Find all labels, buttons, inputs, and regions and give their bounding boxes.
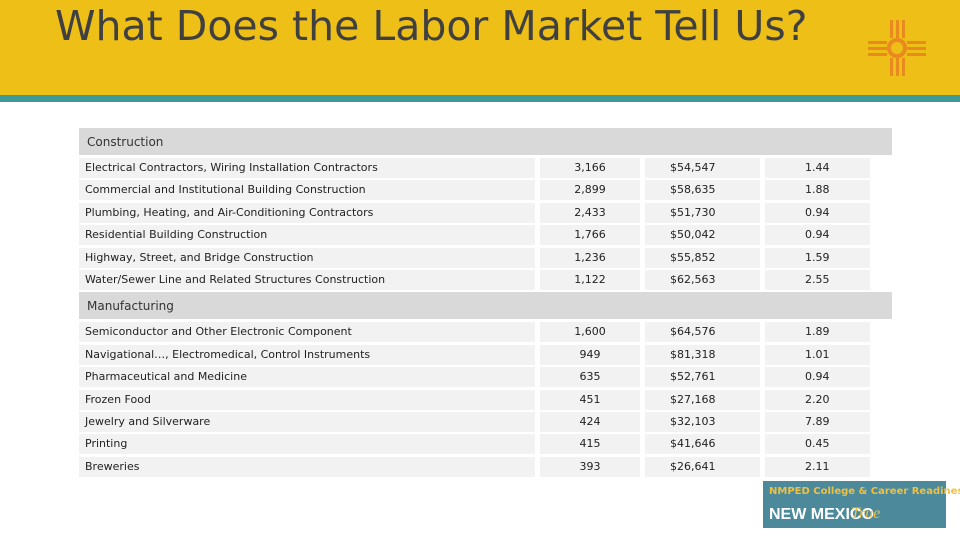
value-cell: 2,899 [540,180,640,201]
value-cell: $62,563 [645,270,760,290]
industry-cell: Pharmaceutical and Medicine [79,367,535,388]
value-cell: $51,730 [645,202,760,223]
value-cell: 0.94 [765,225,870,246]
value-cell: 1,600 [540,322,640,343]
value-cell: 0.94 [765,202,870,223]
value-cell: 3,166 [540,158,640,178]
value-cell: $27,168 [645,389,760,410]
value-cell: 2.55 [765,270,870,290]
logo: NMPED College & Career Readiness is NEW … [763,481,960,528]
value-cell: $58,635 [645,180,760,201]
value-cell: 0.45 [765,434,870,455]
value-cell: 949 [540,344,640,365]
value-cell: 0.94 [765,367,870,388]
value-cell: 635 [540,367,640,388]
logo-text: NMPED College & Career Readiness is [769,486,960,497]
value-cell: $26,641 [645,456,760,477]
value-cell: 393 [540,456,640,477]
value-cell: 415 [540,434,640,455]
value-cell: $55,852 [645,247,760,268]
value-cell: 424 [540,412,640,432]
value-cell: 1,122 [540,270,640,290]
value-cell: 1.44 [765,158,870,178]
industry-cell: Residential Building Construction [79,225,535,246]
header-rule [0,95,960,102]
value-cell: $64,576 [645,322,760,343]
value-cell: 1.88 [765,180,870,201]
value-cell: $54,547 [645,158,760,178]
value-cell: 1.59 [765,247,870,268]
value-cell: 451 [540,389,640,410]
value-cell: 1,236 [540,247,640,268]
slide-title: What Does the Labor Market Tell Us? [55,2,808,50]
value-cell: 2,433 [540,202,640,223]
industry-cell: Navigational…, Electromedical, Control I… [79,344,535,365]
value-cell: $41,646 [645,434,760,455]
industry-cell: Semiconductor and Other Electronic Compo… [79,322,535,343]
industry-cell: Commercial and Institutional Building Co… [79,180,535,201]
logo-text: NEW MEXICO [769,506,874,523]
logo-text: True [851,505,881,522]
value-cell: $50,042 [645,225,760,246]
value-cell: 7.89 [765,412,870,432]
value-cell: $52,761 [645,367,760,388]
industry-cell: Frozen Food [79,389,535,410]
industry-cell: Printing [79,434,535,455]
value-cell: 1.89 [765,322,870,343]
value-cell: $32,103 [645,412,760,432]
value-cell: 1,766 [540,225,640,246]
value-cell: 1.01 [765,344,870,365]
value-cell: $81,318 [645,344,760,365]
industry-cell: Plumbing, Heating, and Air-Conditioning … [79,202,535,223]
industry-cell: Water/Sewer Line and Related Structures … [79,270,535,290]
section-header: Manufacturing [79,292,892,320]
industry-cell: Jewelry and Silverware [79,412,535,432]
industry-cell: Highway, Street, and Bridge Construction [79,247,535,268]
value-cell: 2.11 [765,456,870,477]
section-header: Construction [79,128,892,155]
zia-symbol [868,20,926,76]
value-cell: 2.20 [765,389,870,410]
header-band [0,0,960,95]
industry-cell: Breweries [79,456,535,477]
industry-cell: Electrical Contractors, Wiring Installat… [79,158,535,178]
